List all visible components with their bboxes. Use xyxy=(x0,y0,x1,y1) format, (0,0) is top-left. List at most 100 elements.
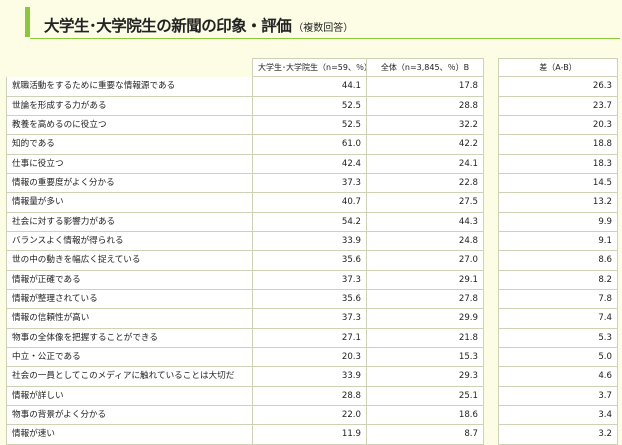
row-label: 情報の重要度がよく分かる xyxy=(6,173,252,194)
column-gap xyxy=(484,367,498,386)
row-label: 社会に対する影響力がある xyxy=(6,212,252,232)
column-gap xyxy=(484,251,498,270)
value-b: 21.8 xyxy=(366,328,484,348)
value-diff: 7.4 xyxy=(498,309,618,329)
column-gap xyxy=(484,58,498,77)
value-a: 33.9 xyxy=(252,231,366,252)
column-gap xyxy=(484,174,498,193)
value-b: 27.8 xyxy=(366,289,484,310)
value-a: 40.7 xyxy=(252,193,366,213)
value-diff: 26.3 xyxy=(498,77,618,97)
column-header-b: 全体（n=3,845、％）B xyxy=(366,58,484,78)
value-diff: 9.9 xyxy=(498,212,618,232)
value-a: 61.0 xyxy=(252,135,366,155)
value-b: 18.6 xyxy=(366,405,484,426)
value-diff: 8.2 xyxy=(498,270,618,290)
value-diff: 20.3 xyxy=(498,115,618,136)
value-diff: 9.1 xyxy=(498,231,618,252)
column-gap xyxy=(484,271,498,290)
value-diff: 13.2 xyxy=(498,193,618,213)
value-a: 44.1 xyxy=(252,77,366,97)
page-title: 大学生･大学院生の新聞の印象・評価 （複数回答） xyxy=(44,17,354,35)
column-header-diff: 差（A-B） xyxy=(498,58,618,78)
value-b: 44.3 xyxy=(366,212,484,232)
column-gap xyxy=(484,193,498,212)
column-gap xyxy=(484,97,498,116)
value-diff: 4.6 xyxy=(498,367,618,387)
row-label: 就職活動をするために重要な情報源である xyxy=(6,77,252,97)
value-b: 24.1 xyxy=(366,154,484,174)
column-gap xyxy=(484,309,498,328)
row-label: 情報が正確である xyxy=(6,270,252,290)
row-label: 教養を高めるのに役立つ xyxy=(6,115,252,136)
column-gap xyxy=(484,155,498,174)
column-gap xyxy=(484,348,498,367)
value-a: 42.4 xyxy=(252,154,366,174)
value-b: 28.8 xyxy=(366,96,484,116)
title-note: （複数回答） xyxy=(293,23,354,34)
value-b: 42.2 xyxy=(366,135,484,155)
value-diff: 18.3 xyxy=(498,154,618,174)
row-label: 情報が詳しい xyxy=(6,386,252,406)
row-label: 知的である xyxy=(6,135,252,155)
row-label: 情報が速い xyxy=(6,425,252,445)
value-diff: 3.2 xyxy=(498,425,618,445)
value-diff: 3.4 xyxy=(498,405,618,426)
value-a: 20.3 xyxy=(252,347,366,368)
results-table: 大学生･大学院生（n=59、％）A 全体（n=3,845、％）B 差（A-B） … xyxy=(6,58,618,445)
value-b: 32.2 xyxy=(366,115,484,136)
value-b: 22.8 xyxy=(366,173,484,194)
value-b: 29.1 xyxy=(366,270,484,290)
value-diff: 7.8 xyxy=(498,289,618,310)
value-a: 27.1 xyxy=(252,328,366,348)
value-diff: 3.7 xyxy=(498,386,618,406)
value-diff: 23.7 xyxy=(498,96,618,116)
column-gap xyxy=(484,290,498,309)
value-b: 29.9 xyxy=(366,309,484,329)
row-label: 仕事に役立つ xyxy=(6,154,252,174)
value-a: 35.6 xyxy=(252,251,366,271)
value-diff: 5.0 xyxy=(498,347,618,368)
column-gap xyxy=(484,425,498,444)
row-label: 情報が整理されている xyxy=(6,289,252,310)
value-b: 8.7 xyxy=(366,425,484,445)
value-a: 35.6 xyxy=(252,289,366,310)
column-gap xyxy=(484,116,498,135)
value-b: 27.0 xyxy=(366,251,484,271)
title-divider xyxy=(30,38,620,39)
value-b: 24.8 xyxy=(366,231,484,252)
value-a: 11.9 xyxy=(252,425,366,445)
column-gap xyxy=(484,232,498,251)
value-b: 27.5 xyxy=(366,193,484,213)
value-diff: 14.5 xyxy=(498,173,618,194)
row-label: 社会の一員としてこのメディアに触れていることは大切だ xyxy=(6,367,252,387)
value-a: 37.3 xyxy=(252,173,366,194)
column-gap xyxy=(484,77,498,96)
value-diff: 18.8 xyxy=(498,135,618,155)
value-b: 17.8 xyxy=(366,77,484,97)
value-a: 33.9 xyxy=(252,367,366,387)
row-label: 中立・公正である xyxy=(6,347,252,368)
value-a: 52.5 xyxy=(252,96,366,116)
column-gap xyxy=(484,213,498,232)
value-a: 37.3 xyxy=(252,270,366,290)
column-header-a: 大学生･大学院生（n=59、％）A xyxy=(252,58,366,78)
header-spacer xyxy=(6,58,252,77)
column-gap xyxy=(484,387,498,406)
row-label: 世論を形成する力がある xyxy=(6,96,252,116)
row-label: 物事の背景がよく分かる xyxy=(6,405,252,426)
value-b: 29.3 xyxy=(366,367,484,387)
value-a: 52.5 xyxy=(252,115,366,136)
row-label: 情報量が多い xyxy=(6,193,252,213)
row-label: 世の中の動きを幅広く捉えている xyxy=(6,251,252,271)
value-diff: 8.6 xyxy=(498,251,618,271)
value-a: 22.0 xyxy=(252,405,366,426)
value-b: 25.1 xyxy=(366,386,484,406)
column-gap xyxy=(484,135,498,154)
row-label: 情報の信頼性が高い xyxy=(6,309,252,329)
title-bar: 大学生･大学院生の新聞の印象・評価 （複数回答） xyxy=(25,7,620,37)
column-gap xyxy=(484,329,498,348)
value-diff: 5.3 xyxy=(498,328,618,348)
value-a: 37.3 xyxy=(252,309,366,329)
value-a: 28.8 xyxy=(252,386,366,406)
